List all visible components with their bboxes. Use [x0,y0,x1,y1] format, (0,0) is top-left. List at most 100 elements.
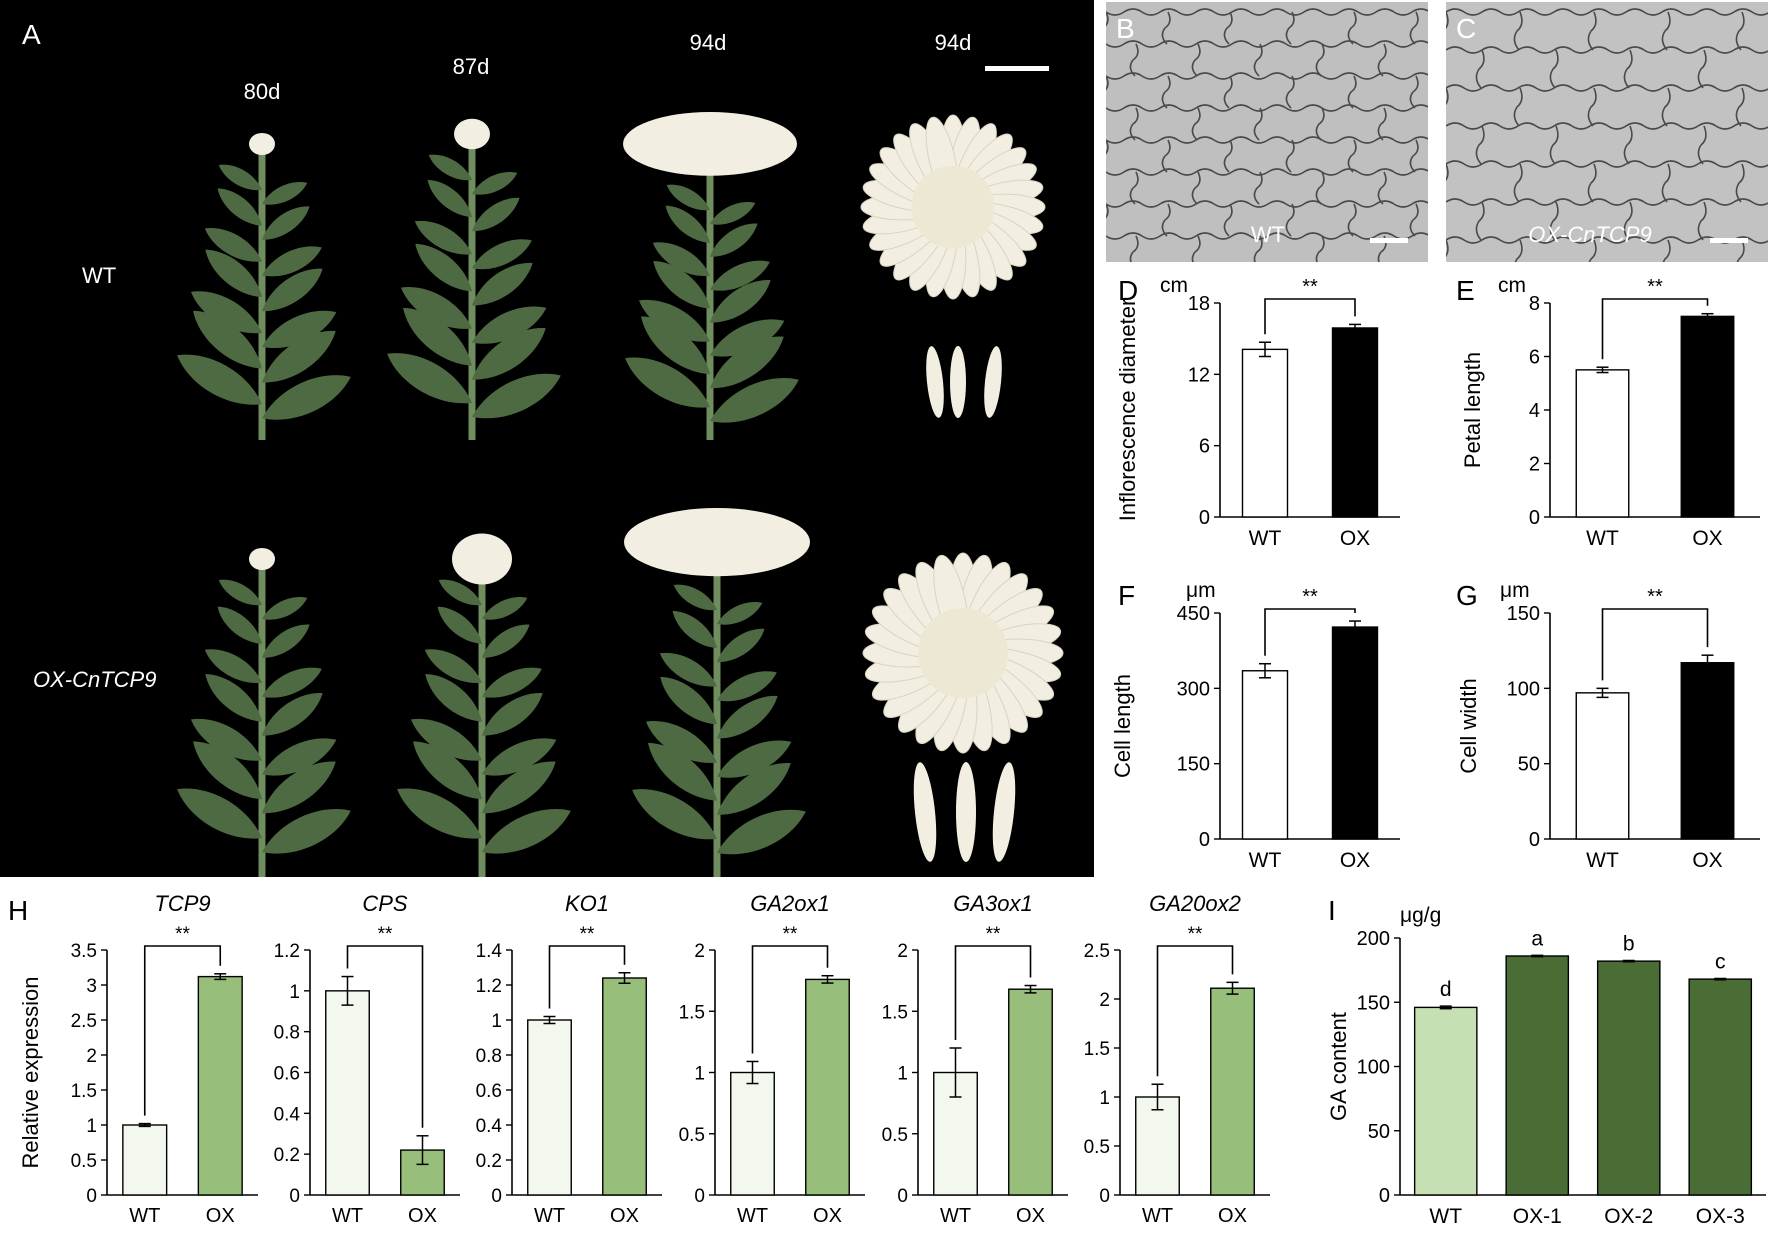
plant-wt-80d-leaf [262,246,322,277]
x-tick-label: WT [1249,527,1282,550]
x-tick-label: OX [1340,849,1370,872]
significance-bracket [548,945,626,1009]
significance-stars: ** [1647,276,1663,298]
plant-ox-80d-leaf [177,788,262,839]
cell-wall-column [1253,107,1263,141]
plant-wt-94d-leaf [638,299,710,342]
bar-WT [1241,670,1289,840]
cell-wall-column [1514,239,1523,262]
cell-wall-row [1446,122,1768,130]
y-tick-label: 0 [1199,829,1210,851]
y-tick-label: 4 [1529,400,1540,422]
y-tick-label: 200 [1357,928,1390,950]
bar-OX [1008,988,1053,1196]
x-tick-label: WT [940,1205,971,1227]
y-tick-label: 1 [491,1011,502,1032]
bar-WT [1413,1006,1478,1196]
cell-wall-column [1191,107,1201,141]
cell-wall-column [1736,239,1745,262]
cell-wall-column [1409,75,1419,109]
plant-wt-87d-leaf [403,307,472,366]
cell-wall-column [1475,49,1485,89]
cell-wall-column [1377,107,1387,141]
row-label-ox: OX-CnTCP9 [33,667,156,692]
ox-loose-petal [992,762,1016,862]
plant-wt-94d-leaf [710,319,785,357]
y-tick-label: 2 [694,941,705,962]
y-tick-label: 300 [1177,678,1210,700]
y-tick-label: 1 [1099,1088,1110,1109]
y-tick-label: 50 [1368,1121,1390,1143]
cell-wall-row [1446,84,1768,92]
cell-wall-column [1588,239,1597,262]
cell-wall-column [1446,163,1449,182]
plant-ox-94d-leaf [673,584,717,611]
x-tick-label: WT [534,1205,565,1227]
micrograph-c-background [1446,2,1768,262]
cell-wall-column [1254,300,1261,332]
significance-bracket [1264,298,1356,335]
plant-wt-94d-leaf [666,184,710,211]
cell-wall-row [1106,72,1428,80]
y-axis-label: Cell width [1456,678,1481,773]
plant-wt-87d-leaf [472,328,546,380]
cell-wall-column [1285,11,1295,45]
plant-wt-80d-flower-bud [249,132,275,156]
y-tick-label: 0.6 [274,1064,300,1085]
cell-wall-row [1446,198,1768,206]
chart-title: GA2ox1 [750,891,830,916]
cell-wall-column [1409,11,1419,45]
plant-wt-87d-flower-bud [454,118,490,150]
x-tick-label: OX [408,1205,437,1227]
cell-wall-column [1347,139,1357,173]
y-tick-label: 0.4 [274,1104,301,1125]
cell-wall-column [1161,11,1171,45]
cell-wall-row [1106,8,1428,16]
significance-stars: ** [1188,924,1203,945]
plant-wt-87d-leaf [472,373,561,419]
cell-wall-column [1315,235,1325,262]
cell-wall-column [1549,125,1559,165]
y-tick-label: 0 [289,1186,300,1207]
plant-ox-87d-leaf [482,738,557,776]
y-tick-label: 1.5 [882,1002,908,1023]
x-tick-label: WT [1586,849,1619,872]
cell-wall-column [1623,201,1633,241]
plant-ox-94d-leaf [659,652,717,687]
plant-ox-80d-leaf [190,718,262,761]
y-tick-label: 1.4 [476,941,503,962]
micrograph-b-caption: WT [1251,222,1285,247]
plant-ox-80d-leaf [193,741,262,800]
scale-bar-b [1370,238,1408,243]
significance-letter: c [1715,950,1726,973]
cell-wall-column [1697,49,1707,89]
chart-title: TCP9 [154,891,210,916]
y-tick-label: 1 [86,1116,97,1137]
y-tick-label: 2 [86,1046,97,1067]
y-tick-label: 0.4 [476,1116,503,1137]
significance-stars: ** [1647,586,1663,608]
wt-flower-top-view [860,114,1046,300]
plant-wt-80d-leaf [262,310,337,348]
plant-wt-94d-leaf [710,202,756,225]
cell-wall-column [1409,203,1419,237]
plant-wt-87d-leaf [472,262,533,306]
cell-wall-column [1410,268,1417,300]
bar-OX [197,975,243,1196]
plant-ox-80d-leaf [218,579,262,606]
ox-flower-top-view [862,552,1064,754]
y-tick-label: 0 [1529,507,1540,529]
bar-OX [1331,327,1379,518]
cell-wall-row [1106,265,1430,271]
cell-wall-column [1129,43,1139,77]
y-tick-label: 450 [1177,603,1210,625]
cell-wall-row [1106,232,1428,240]
cell-wall-column [1106,139,1109,155]
chart-1: 0 2 4 6 8 WT OX ** cm Petal length E [1456,274,1760,550]
cell-wall-column [1191,171,1201,205]
x-tick-label: WT [332,1205,363,1227]
plant-wt-80d-leaf [190,291,262,334]
y-tick-label: 0.2 [274,1145,300,1166]
cell-wall-column [1253,235,1263,262]
